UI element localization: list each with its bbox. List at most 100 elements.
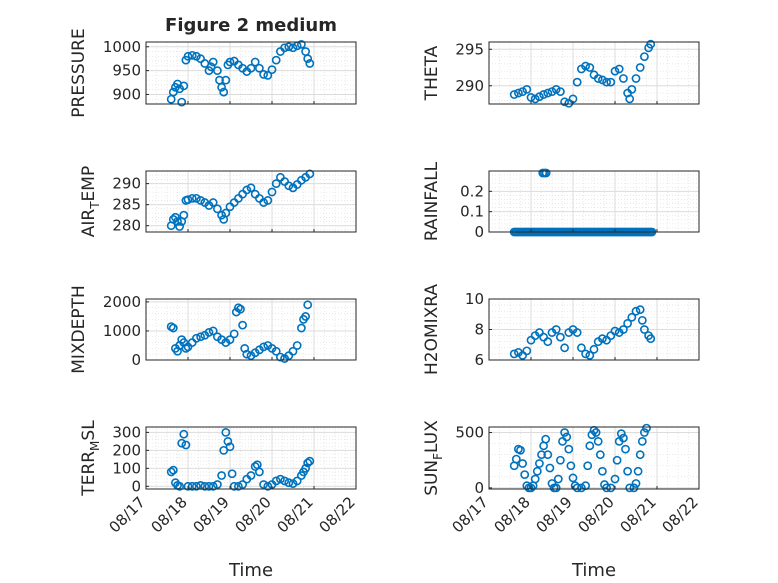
data-point bbox=[610, 326, 620, 336]
data-point bbox=[227, 469, 237, 479]
data-point bbox=[583, 461, 593, 471]
y-axis-label: RAINFALL bbox=[422, 161, 442, 241]
data-point bbox=[187, 50, 197, 60]
data-point bbox=[637, 315, 647, 325]
data-point bbox=[196, 332, 205, 342]
data-point bbox=[631, 74, 641, 83]
y-tick-label: 10 bbox=[465, 290, 484, 308]
data-point bbox=[602, 483, 611, 493]
data-point bbox=[259, 70, 268, 79]
data-point bbox=[217, 210, 226, 220]
data-point bbox=[616, 429, 626, 439]
x-tick-label: 08/20 bbox=[232, 493, 275, 536]
data-point bbox=[640, 52, 649, 61]
data-point bbox=[610, 474, 620, 484]
data-point bbox=[233, 481, 243, 491]
data-point bbox=[284, 42, 294, 52]
data-point bbox=[263, 481, 273, 491]
data-point bbox=[541, 168, 551, 178]
data-point bbox=[288, 43, 298, 53]
data-point bbox=[532, 466, 542, 476]
data-point bbox=[581, 61, 590, 71]
data-point bbox=[556, 87, 565, 96]
data-point bbox=[623, 466, 632, 476]
data-point bbox=[627, 85, 637, 94]
data-point bbox=[280, 476, 289, 486]
data-point bbox=[246, 63, 256, 73]
data-point bbox=[173, 217, 182, 226]
data-point bbox=[577, 343, 586, 353]
y-tick-label: 200 bbox=[112, 441, 141, 459]
data-point bbox=[292, 341, 302, 350]
data-point bbox=[551, 85, 561, 94]
data-point bbox=[221, 208, 231, 218]
data-point bbox=[204, 481, 214, 491]
data-point bbox=[212, 480, 222, 489]
data-point bbox=[514, 88, 523, 98]
data-point bbox=[301, 463, 310, 473]
data-point bbox=[242, 349, 252, 359]
x-tick-label: 08/18 bbox=[491, 493, 534, 536]
data-point bbox=[200, 481, 210, 491]
data-point bbox=[593, 436, 603, 446]
data-point bbox=[296, 39, 306, 49]
y-tick-label: 0 bbox=[474, 223, 484, 241]
data-point bbox=[259, 198, 268, 207]
data-point bbox=[585, 441, 595, 451]
data-point bbox=[526, 483, 536, 493]
y-axis-label: MIXDEPTH bbox=[69, 285, 89, 374]
y-axis-label: H2OMIXRA bbox=[422, 284, 442, 375]
data-point bbox=[637, 436, 647, 446]
data-point bbox=[518, 87, 527, 96]
data-point bbox=[522, 346, 532, 356]
data-point bbox=[585, 63, 595, 72]
y-tick-label: 0.2 bbox=[460, 182, 484, 200]
data-point bbox=[606, 483, 616, 493]
data-point bbox=[543, 450, 553, 460]
y-axis-label: TERRMSL bbox=[79, 420, 102, 497]
data-point bbox=[212, 66, 222, 76]
y-tick-label: 285 bbox=[112, 196, 141, 214]
data-point bbox=[168, 465, 178, 475]
data-point bbox=[275, 352, 285, 362]
data-point bbox=[541, 434, 551, 444]
data-point bbox=[177, 438, 187, 448]
data-point bbox=[187, 481, 197, 491]
data-point bbox=[267, 187, 277, 197]
data-point bbox=[640, 428, 649, 437]
data-point bbox=[564, 444, 574, 454]
data-point bbox=[191, 193, 201, 203]
data-point bbox=[208, 326, 218, 336]
y-tick-label: 300 bbox=[112, 423, 141, 441]
data-point bbox=[267, 65, 277, 75]
data-point bbox=[301, 312, 310, 321]
data-point bbox=[305, 59, 315, 68]
axes-box bbox=[145, 426, 357, 490]
data-point bbox=[589, 344, 599, 354]
x-tick-label: 08/19 bbox=[190, 493, 233, 536]
data-point bbox=[619, 433, 628, 443]
data-point bbox=[191, 481, 201, 491]
data-point bbox=[238, 320, 247, 330]
data-point bbox=[254, 63, 264, 73]
data-point bbox=[183, 51, 193, 61]
data-point bbox=[642, 423, 651, 433]
data-point bbox=[509, 90, 519, 99]
data-point bbox=[572, 483, 582, 493]
data-point bbox=[593, 74, 603, 83]
data-point bbox=[179, 429, 189, 439]
data-point bbox=[175, 222, 184, 231]
y-tick-label: 6 bbox=[474, 351, 484, 369]
data-point bbox=[535, 92, 544, 102]
data-point bbox=[292, 476, 302, 486]
data-point bbox=[577, 483, 586, 493]
data-point bbox=[631, 306, 641, 316]
data-point bbox=[602, 77, 611, 87]
y-tick-label: 950 bbox=[112, 62, 141, 80]
data-point bbox=[179, 81, 189, 91]
data-point bbox=[271, 476, 281, 486]
data-point bbox=[619, 74, 628, 83]
data-point bbox=[553, 474, 563, 484]
